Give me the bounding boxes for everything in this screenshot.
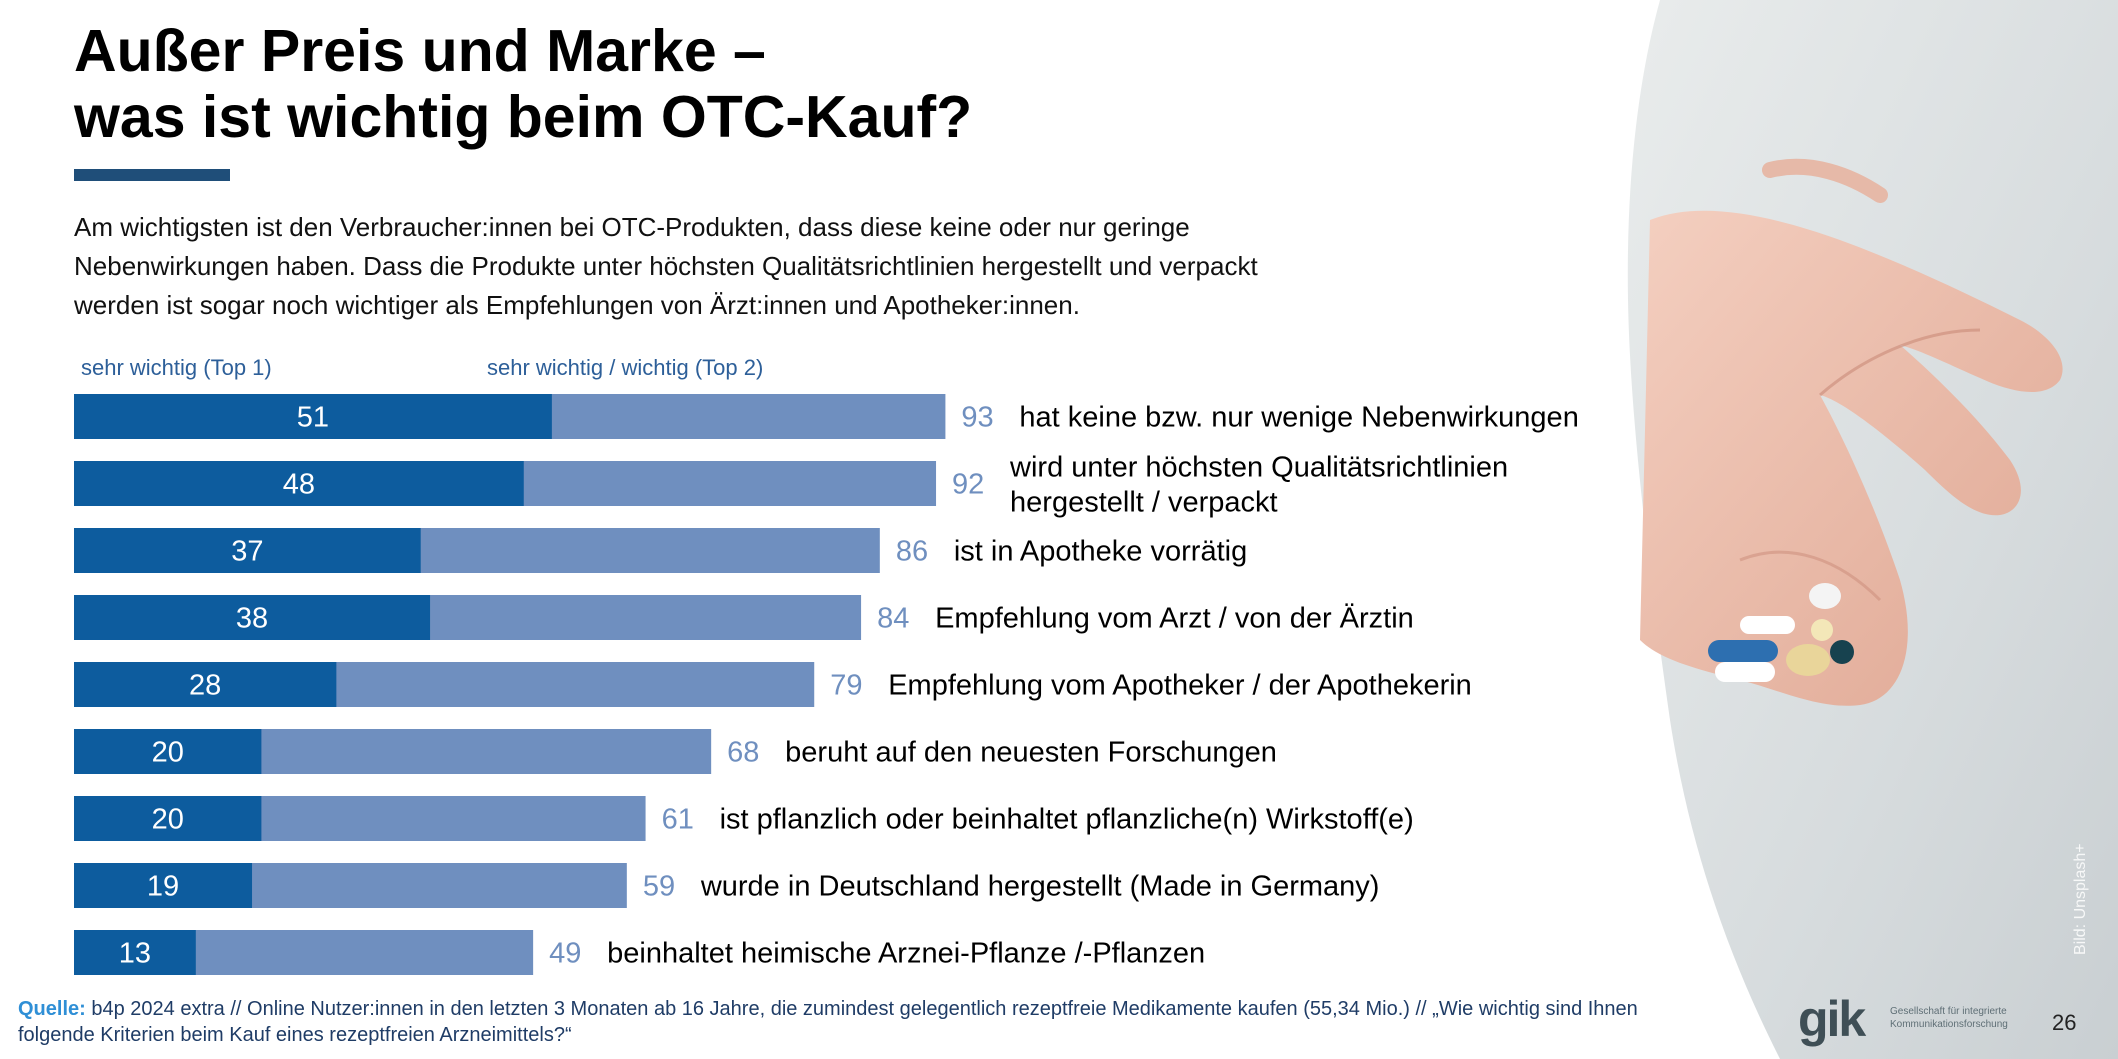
value-label-top2: 86 — [896, 536, 928, 568]
category-label: beruht auf den neuesten Forschungen — [785, 737, 1277, 769]
pills — [1708, 583, 1854, 682]
category-label: hergestellt / verpackt — [1010, 487, 1278, 519]
hand-with-pills-photo — [1627, 0, 2118, 1059]
value-label-top2: 92 — [952, 469, 984, 501]
value-label-top2: 68 — [727, 737, 759, 769]
gik-logo: gik — [1798, 991, 1866, 1047]
value-label-top1: 28 — [189, 670, 221, 702]
bar-top1 — [74, 863, 253, 908]
bar-top1 — [74, 930, 196, 975]
value-label-top2: 49 — [549, 938, 581, 970]
category-label: beinhaltet heimische Arznei-Pflanze /-Pf… — [607, 938, 1205, 970]
value-label-top2: 84 — [877, 603, 909, 635]
category-label: Empfehlung vom Apotheker / der Apotheker… — [888, 670, 1472, 702]
value-label-top2: 59 — [643, 871, 675, 903]
photo-credit: Bild: Unsplash+ — [2072, 843, 2089, 955]
bar-top1 — [74, 461, 524, 506]
bar-top1 — [74, 662, 337, 707]
value-label-top1: 51 — [297, 402, 329, 434]
value-label-top1: 38 — [236, 603, 268, 635]
intro-text: Am wichtigsten ist den Verbraucher:innen… — [74, 212, 1258, 320]
value-label-top1: 37 — [231, 536, 263, 568]
source-note: Quelle: b4p 2024 extra // Online Nutzer:… — [18, 996, 1698, 1048]
source-label: Quelle: — [18, 998, 86, 1020]
category-label: wurde in Deutschland hergestellt (Made i… — [700, 871, 1380, 903]
source-text: b4p 2024 extra // Online Nutzer:innen in… — [18, 998, 1638, 1046]
legend-top1: sehr wichtig (Top 1) — [81, 355, 272, 380]
category-label: hat keine bzw. nur wenige Nebenwirkungen — [1019, 402, 1578, 434]
value-label-top1: 20 — [152, 804, 184, 836]
bar-top1 — [74, 394, 552, 439]
value-label-top1: 20 — [152, 737, 184, 769]
category-label: Empfehlung vom Arzt / von der Ärztin — [935, 603, 1414, 635]
value-label-top1: 48 — [283, 469, 315, 501]
page-number: 26 — [2052, 1010, 2077, 1035]
bar-top1 — [74, 528, 421, 573]
page-title: Außer Preis und Marke – was ist wichtig … — [74, 18, 972, 150]
title-line-1: Außer Preis und Marke – — [74, 18, 766, 84]
value-label-top2: 93 — [961, 402, 993, 434]
value-label-top2: 61 — [662, 804, 694, 836]
category-label: ist in Apotheke vorrätig — [954, 536, 1247, 568]
title-line-2: was ist wichtig beim OTC-Kauf? — [74, 84, 973, 150]
value-label-top1: 13 — [119, 938, 151, 970]
legend-top2: sehr wichtig / wichtig (Top 2) — [487, 355, 764, 380]
value-label-top1: 19 — [147, 871, 179, 903]
category-label: ist pflanzlich oder beinhaltet pflanzlic… — [720, 804, 1414, 836]
bar-top1 — [74, 595, 431, 640]
value-label-top2: 79 — [830, 670, 862, 702]
logo-tagline: Gesellschaft für integrierte Kommunikati… — [1890, 1006, 2008, 1030]
hand-shape — [1640, 158, 2063, 706]
category-label: wird unter höchsten Qualitätsrichtlinien — [1009, 452, 1508, 484]
bar-chart: 51 93 hat keine bzw. nur wenige Nebenwirku… — [74, 394, 1579, 975]
bar-top1 — [74, 729, 262, 774]
bar-top1 — [74, 796, 262, 841]
title-underline — [74, 169, 230, 181]
